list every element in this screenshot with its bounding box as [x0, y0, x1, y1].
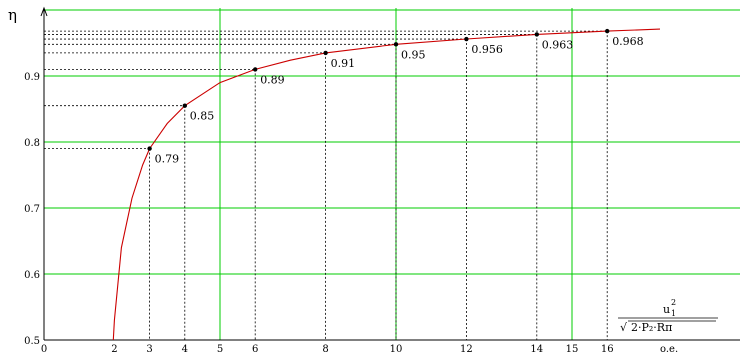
formula-numerator-sup: 2 — [671, 298, 676, 307]
data-label: 0.91 — [331, 57, 356, 70]
data-point — [253, 67, 257, 71]
data-label: 0.956 — [471, 43, 503, 56]
data-label: 0.79 — [155, 153, 180, 166]
x-tick-label: 16 — [601, 344, 614, 354]
x-tick-label: 4 — [182, 344, 188, 354]
y-tick-labels: 0.5 0.6 0.7 0.8 0.9 — [24, 72, 40, 347]
data-label: 0.85 — [190, 110, 215, 123]
grid-lines — [44, 8, 740, 340]
x-tick-labels: 0 2 3 4 5 6 8 10 12 14 15 16 — [41, 344, 614, 354]
formula-radical: √ — [620, 321, 628, 334]
formula-numerator-sub: 1 — [671, 309, 676, 318]
x-tick-label: 5 — [217, 344, 223, 354]
y-tick-label: 0.8 — [24, 138, 40, 149]
data-point — [147, 146, 151, 150]
formula-numerator: u — [663, 303, 670, 316]
x-tick-label: 12 — [460, 344, 473, 354]
x-tick-label: 8 — [322, 344, 328, 354]
x-tick-label: 15 — [566, 344, 579, 354]
data-point — [605, 29, 609, 33]
y-tick-label: 0.7 — [24, 204, 40, 215]
data-point — [535, 32, 539, 36]
data-point — [183, 104, 187, 108]
data-label: 0.89 — [260, 73, 285, 86]
x-tick-label: 3 — [146, 344, 152, 354]
x-tick-label: 14 — [530, 344, 543, 354]
formula-denominator: 2·P₂·Rπ — [631, 321, 672, 334]
x-axis-unit: o.e. — [660, 344, 678, 354]
data-label: 0.963 — [542, 38, 574, 51]
y-tick-label: 0.6 — [24, 270, 40, 281]
data-label: 0.95 — [401, 48, 426, 61]
y-tick-label: 0.9 — [24, 72, 40, 83]
x-tick-label: 10 — [390, 344, 403, 354]
x-tick-label: 6 — [252, 344, 258, 354]
data-point — [464, 37, 468, 41]
x-axis-formula: u 1 2 √ 2·P₂·Rπ — [618, 298, 718, 334]
x-tick-label: 2 — [111, 344, 117, 354]
x-tick-label: 0 — [41, 344, 47, 354]
data-point — [323, 51, 327, 55]
y-tick-label: 0.5 — [24, 336, 40, 347]
axes — [41, 8, 740, 340]
y-axis-label: η — [8, 6, 17, 24]
guide-lines — [44, 31, 607, 340]
data-label: 0.968 — [612, 35, 644, 48]
data-point — [394, 42, 398, 46]
